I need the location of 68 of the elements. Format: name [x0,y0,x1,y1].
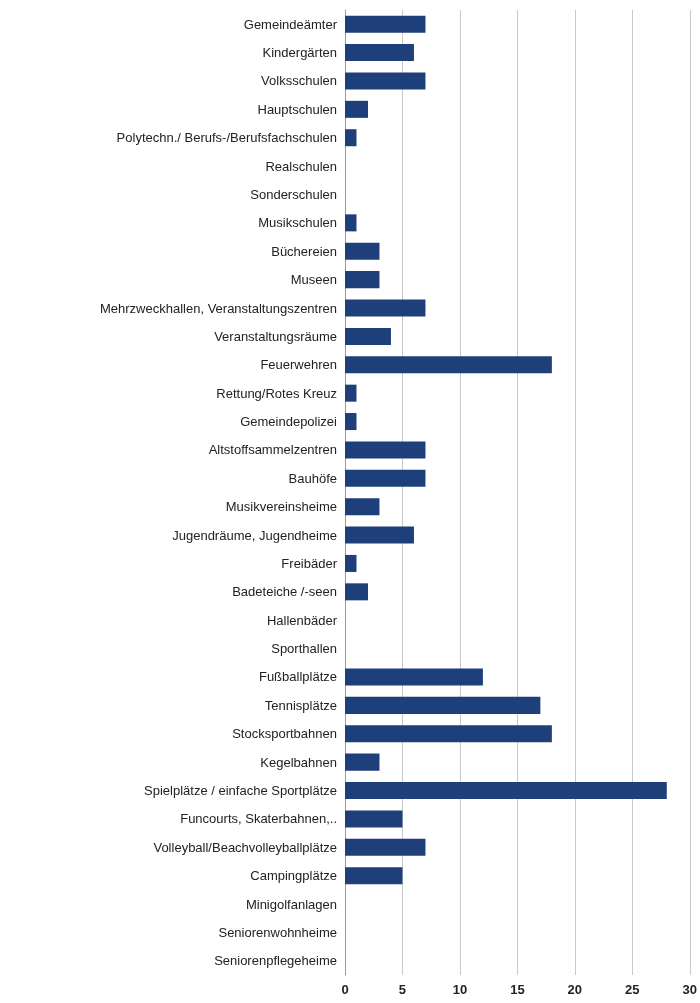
bar [345,100,368,118]
y-tick-label: Rettung/Rotes Kreuz [216,385,337,401]
bar [345,753,380,771]
bar [345,668,483,686]
y-tick-label: Mehrzweckhallen, Veranstaltungszentren [99,300,337,316]
bar [345,554,357,572]
y-tick-label: Campingplätze [250,868,337,884]
y-tick-label: Bauhöfe [288,470,337,486]
y-tick-label: Tennisplätze [264,697,337,713]
bar [345,15,426,33]
y-tick-label: Seniorenwohnheime [218,924,337,940]
x-tick-label: 20 [567,982,583,997]
x-tick-label: 0 [341,982,349,997]
y-tick-label: Minigolfanlagen [245,896,337,912]
bar [345,299,426,317]
bar [345,810,403,828]
bar [345,696,541,714]
bar [345,867,403,885]
bar [345,129,357,147]
bar [345,327,391,345]
y-tick-label: Seniorenpflegeheime [214,953,337,969]
y-tick-label: Stocksportbahnen [232,726,337,742]
x-tick-label: 5 [398,982,407,997]
y-tick-label: Kegelbahnen [260,754,337,770]
y-tick-label: Altstoffsammelzentren [208,442,337,458]
y-tick-label: Gemeindepolizei [240,414,338,430]
y-tick-label: Musikschulen [258,215,337,231]
y-tick-label: Hauptschulen [257,101,337,117]
bar [345,214,357,232]
x-tick-label: 15 [510,982,525,997]
x-tick-label: 30 [682,982,697,997]
y-tick-label: Kindergärten [262,45,337,61]
y-tick-label: Polytechn./ Berufs-/Berufsfachschulen [116,130,337,146]
y-tick-label: Gemeindeämter [243,16,338,32]
bar [345,725,552,743]
bar [345,413,357,431]
bar [345,271,380,289]
y-tick-label: Feuerwehren [260,357,337,373]
y-tick-label: Volleyball/Beachvolleyballplätze [153,839,337,855]
bar [345,469,426,487]
y-tick-label: Büchereien [271,243,337,259]
bar [345,242,380,260]
y-tick-label: Realschulen [265,158,337,174]
bar [345,526,414,544]
y-tick-label: Volksschulen [261,73,337,89]
x-tick-label: 10 [452,982,468,997]
bar [345,782,667,800]
y-tick-label: Badeteiche /-seen [232,584,337,600]
y-tick-label: Sporthallen [271,641,337,657]
y-tick-label: Museen [290,272,337,288]
y-tick-label: Sonderschulen [250,186,337,202]
bar [345,498,380,516]
bar [345,72,426,90]
y-tick-label: Spielplätze / einfache Sportplätze [144,783,337,799]
y-tick-label: Funcourts, Skaterbahnen,.. [180,811,337,827]
bar [345,44,414,62]
bar [345,441,426,459]
y-tick-label: Veranstaltungsräume [214,328,337,344]
bar [345,384,357,402]
bar [345,838,426,856]
y-tick-label: Jugendräume, Jugendheime [172,527,337,543]
y-tick-label: Fußballplätze [258,669,337,685]
y-tick-label: Hallenbäder [266,612,338,628]
bar [345,583,368,601]
x-tick-label: 25 [625,982,640,997]
y-tick-label: Musikvereinsheime [225,499,337,515]
bar [345,356,552,374]
y-tick-label: Freibäder [281,555,338,571]
